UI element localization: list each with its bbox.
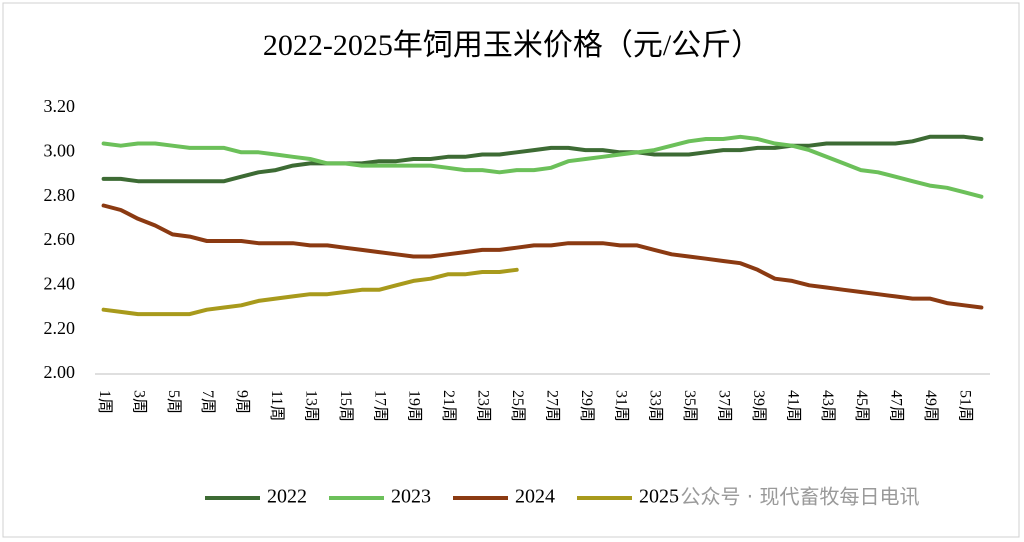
x-tick-label: 25周 (509, 390, 526, 422)
watermark: 公众号 · 现代畜牧每日电讯 (680, 485, 919, 509)
line-series (101, 267, 519, 317)
x-tick-label: 33周 (647, 390, 664, 422)
x-tick-label: 37周 (716, 390, 733, 422)
y-tick-label: 2.00 (44, 362, 76, 382)
chart-title: 2022-2025年饲用玉米价格（元/公斤） (263, 29, 761, 62)
x-tick-label: 27周 (543, 390, 560, 422)
x-tick-label: 9周 (234, 390, 251, 414)
x-tick-label: 35周 (681, 390, 698, 422)
x-tick-label: 5周 (165, 390, 182, 414)
line-series (101, 203, 984, 310)
x-tick-label: 11周 (268, 390, 285, 421)
legend-label: 2025 (639, 486, 679, 508)
x-tick-label: 51周 (957, 390, 974, 422)
y-tick-label: 2.60 (44, 229, 76, 249)
x-tick-label: 31周 (612, 390, 629, 422)
x-tick-label: 39周 (750, 390, 767, 422)
x-tick-label: 29周 (578, 390, 595, 422)
x-tick-label: 3周 (130, 390, 147, 414)
y-tick-label: 2.40 (44, 273, 76, 293)
x-tick-label: 21周 (440, 390, 457, 422)
x-tick-label: 45周 (853, 390, 870, 422)
x-tick-label: 23周 (475, 390, 492, 422)
x-tick-label: 1周 (96, 390, 113, 414)
line-series (101, 134, 984, 199)
y-tick-label: 2.80 (44, 185, 76, 205)
x-tick-label: 47周 (888, 390, 905, 422)
x-tick-label: 43周 (819, 390, 836, 422)
legend-label: 2022 (267, 486, 307, 508)
y-tick-label: 3.20 (44, 96, 76, 116)
x-tick-label: 17周 (371, 390, 388, 422)
x-tick-label: 15周 (337, 390, 354, 422)
legend-label: 2023 (391, 486, 431, 508)
x-tick-label: 19周 (406, 390, 423, 422)
y-tick-label: 3.00 (44, 140, 76, 160)
x-tick-label: 49周 (922, 390, 939, 422)
line-series (101, 134, 984, 184)
x-tick-label: 13周 (302, 390, 319, 422)
legend-label: 2024 (515, 486, 555, 508)
y-tick-label: 2.20 (44, 318, 76, 338)
x-tick-label: 41周 (784, 390, 801, 422)
x-tick-label: 7周 (199, 390, 216, 414)
